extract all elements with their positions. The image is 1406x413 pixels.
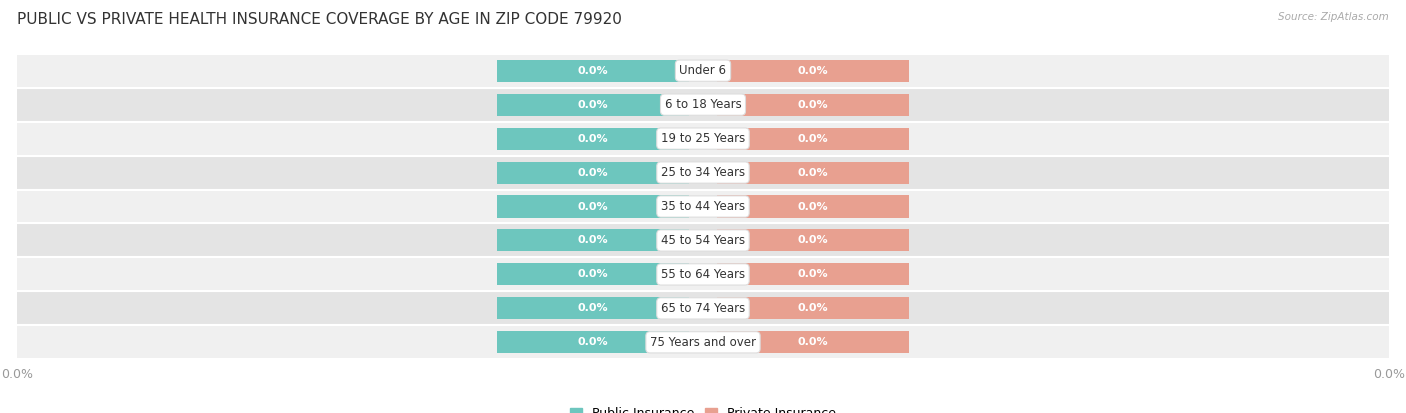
Bar [17, 88, 1389, 121]
Bar [717, 263, 908, 285]
Text: 65 to 74 Years: 65 to 74 Years [661, 302, 745, 315]
Text: 45 to 54 Years: 45 to 54 Years [661, 234, 745, 247]
Bar [498, 297, 689, 319]
Text: 0.0%: 0.0% [797, 202, 828, 211]
Text: 0.0%: 0.0% [578, 269, 609, 280]
Bar [498, 263, 689, 285]
Bar [498, 161, 689, 183]
Bar [498, 195, 689, 218]
Bar [17, 325, 1389, 359]
Bar [17, 292, 1389, 325]
Text: 55 to 64 Years: 55 to 64 Years [661, 268, 745, 281]
Bar [717, 59, 908, 82]
Text: 0.0%: 0.0% [578, 202, 609, 211]
Text: 19 to 25 Years: 19 to 25 Years [661, 132, 745, 145]
Bar [17, 121, 1389, 156]
Text: 6 to 18 Years: 6 to 18 Years [665, 98, 741, 111]
Bar [498, 59, 689, 82]
Text: Under 6: Under 6 [679, 64, 727, 77]
Text: 0.0%: 0.0% [578, 100, 609, 109]
Bar [498, 94, 689, 116]
Text: 0.0%: 0.0% [578, 168, 609, 178]
Text: 0.0%: 0.0% [797, 100, 828, 109]
Text: 75 Years and over: 75 Years and over [650, 336, 756, 349]
Text: 0.0%: 0.0% [578, 133, 609, 144]
Bar [717, 230, 908, 252]
Bar [717, 331, 908, 354]
Bar [717, 94, 908, 116]
Bar [17, 257, 1389, 292]
Bar [498, 331, 689, 354]
Text: Source: ZipAtlas.com: Source: ZipAtlas.com [1278, 12, 1389, 22]
Text: 35 to 44 Years: 35 to 44 Years [661, 200, 745, 213]
Text: 0.0%: 0.0% [797, 235, 828, 245]
Text: 0.0%: 0.0% [578, 304, 609, 313]
Bar [717, 297, 908, 319]
Bar [17, 156, 1389, 190]
Text: 0.0%: 0.0% [797, 269, 828, 280]
Text: 25 to 34 Years: 25 to 34 Years [661, 166, 745, 179]
Legend: Public Insurance, Private Insurance: Public Insurance, Private Insurance [569, 407, 837, 413]
Bar [717, 195, 908, 218]
Text: 0.0%: 0.0% [578, 337, 609, 347]
Text: 0.0%: 0.0% [797, 304, 828, 313]
Bar [498, 230, 689, 252]
Bar [717, 161, 908, 183]
Text: PUBLIC VS PRIVATE HEALTH INSURANCE COVERAGE BY AGE IN ZIP CODE 79920: PUBLIC VS PRIVATE HEALTH INSURANCE COVER… [17, 12, 621, 27]
Bar [717, 128, 908, 150]
Text: 0.0%: 0.0% [797, 133, 828, 144]
Text: 0.0%: 0.0% [797, 337, 828, 347]
Bar [17, 54, 1389, 88]
Text: 0.0%: 0.0% [578, 235, 609, 245]
Text: 0.0%: 0.0% [578, 66, 609, 76]
Text: 0.0%: 0.0% [797, 66, 828, 76]
Bar [17, 190, 1389, 223]
Bar [498, 128, 689, 150]
Bar [17, 223, 1389, 257]
Text: 0.0%: 0.0% [797, 168, 828, 178]
